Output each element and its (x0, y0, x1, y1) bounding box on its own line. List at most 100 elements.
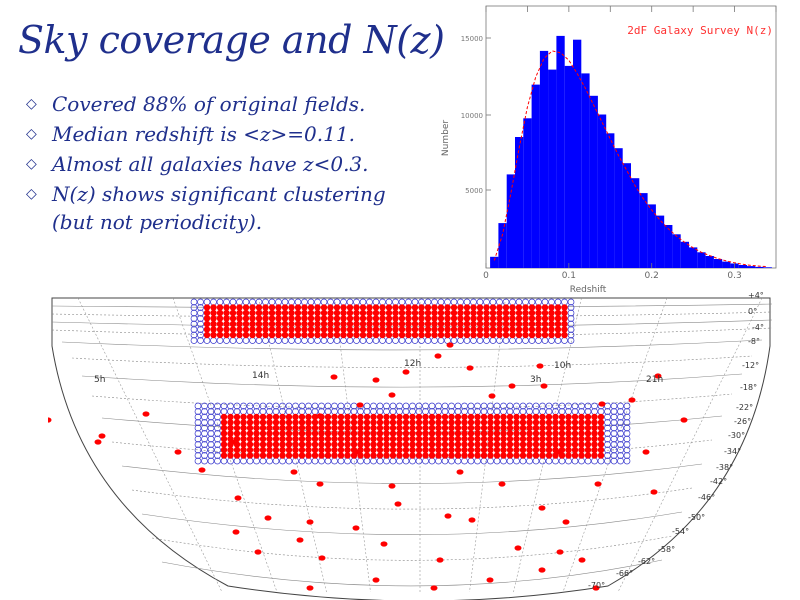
observed-field (337, 441, 345, 448)
observed-field (314, 315, 321, 322)
observed-field (515, 304, 523, 311)
observed-field (558, 441, 566, 448)
observed-field (266, 452, 273, 459)
observed-field (591, 430, 598, 437)
observed-field (597, 441, 605, 448)
observed-field (541, 315, 549, 322)
observed-field (279, 430, 286, 437)
field-circle (541, 337, 549, 344)
observed-field (435, 452, 442, 459)
observed-field (298, 419, 306, 426)
ra-meridian (617, 297, 763, 593)
observed-field (441, 452, 449, 459)
field-circle (617, 452, 624, 459)
observed-field (506, 441, 514, 448)
observed-field (292, 430, 299, 437)
field-circle (502, 337, 510, 344)
field-circle (617, 430, 624, 437)
field-circle (324, 457, 332, 465)
observed-field (535, 309, 542, 317)
field-circle (292, 402, 299, 410)
observed-field (418, 326, 425, 333)
declination-line (141, 511, 683, 535)
observed-field (461, 413, 468, 421)
observed-field (415, 435, 423, 443)
field-circle (617, 441, 624, 448)
field-circle (242, 337, 250, 344)
observed-field (545, 452, 553, 459)
observed-field (418, 315, 425, 322)
observed-field (242, 331, 250, 339)
observed-field (227, 430, 234, 437)
observed-field (294, 320, 302, 328)
field-circle (483, 298, 490, 306)
field-circle (376, 402, 384, 410)
observed-field (591, 435, 598, 443)
observed-field (428, 446, 436, 454)
observed-field (428, 430, 436, 437)
field-circle (227, 402, 234, 410)
field-circle (214, 424, 221, 432)
observed-field (415, 413, 423, 421)
observed-field (331, 446, 338, 454)
observed-field (253, 430, 260, 437)
field-circle (418, 298, 425, 306)
field-circle (398, 337, 406, 344)
histogram-bar (539, 50, 549, 269)
observed-field (496, 304, 503, 311)
field-circle (496, 298, 503, 306)
observed-field (461, 419, 468, 426)
field-circle (604, 424, 611, 432)
field-circle (197, 320, 204, 328)
observed-field (227, 419, 234, 426)
observed-field (327, 315, 334, 322)
observed-field (223, 309, 230, 317)
observed-field (210, 315, 217, 322)
dec-label: -54° (672, 527, 689, 536)
observed-field (240, 435, 247, 443)
observed-field (535, 315, 542, 322)
observed-field (227, 424, 234, 432)
field-circle (301, 298, 308, 306)
field-circle (567, 315, 575, 322)
field-circle (578, 457, 585, 465)
observed-field (571, 435, 579, 443)
observed-field (418, 304, 425, 311)
field-circle (623, 424, 631, 432)
field-circle (350, 402, 358, 410)
observed-field (565, 413, 572, 421)
observed-field (571, 413, 579, 421)
field-circle (190, 326, 198, 333)
field-circle (285, 402, 293, 410)
observed-field (262, 326, 269, 333)
observed-field (281, 315, 289, 322)
random-field (264, 515, 272, 521)
field-circle (461, 402, 468, 410)
observed-field (411, 304, 419, 311)
observed-field (246, 430, 254, 437)
field-circle (337, 402, 345, 410)
observed-field (454, 452, 462, 459)
observed-field (489, 326, 497, 333)
declination-line (151, 535, 673, 561)
observed-field (405, 331, 412, 339)
observed-field (489, 309, 497, 317)
field-circle (610, 413, 618, 421)
observed-field (493, 452, 501, 459)
histogram-title: 2dF Galaxy Survey N(z) (627, 24, 773, 37)
field-circle (201, 408, 208, 415)
field-circle (246, 402, 254, 410)
field-circle (532, 402, 540, 410)
declination-line (131, 487, 693, 510)
dec-label: -58° (658, 545, 675, 554)
observed-field (424, 331, 432, 339)
random-field (228, 439, 236, 445)
observed-field (571, 446, 579, 454)
observed-field (435, 441, 442, 448)
observed-field (311, 446, 319, 454)
observed-field (385, 320, 393, 328)
field-circle (214, 452, 221, 459)
field-circle (214, 435, 221, 443)
field-circle (565, 402, 572, 410)
observed-field (444, 304, 451, 311)
